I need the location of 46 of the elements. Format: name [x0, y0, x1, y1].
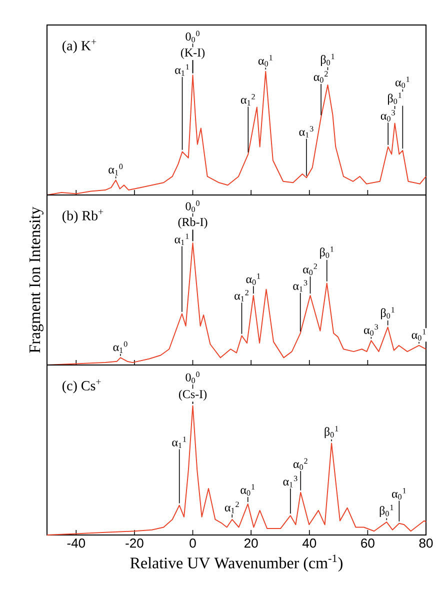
x-tick-label: -40 — [67, 538, 86, 548]
annotation: (K-I) — [180, 48, 205, 60]
x-tick-label: -20 — [126, 538, 144, 548]
annotation: α$_{1}$3 — [299, 126, 314, 138]
x-tick-label: 20 — [244, 538, 258, 548]
x-tick-label: 40 — [302, 538, 316, 548]
annotation: (Rb-I) — [178, 218, 208, 229]
annotation: α$_{0}$2 — [314, 71, 328, 83]
x-tick-label: 80 — [419, 538, 433, 548]
annotation: β$_{0}$1 — [324, 426, 338, 438]
annotation: α$_{1}$3 — [283, 476, 298, 488]
y-axis-title: Fragment Ion Intensity — [29, 206, 44, 353]
chart-title: (b) Rb$^{+}$ — [62, 210, 104, 224]
chart-title: (a) K$^{+}$ — [62, 40, 96, 54]
annotation: α$_{0}$1 — [412, 329, 426, 341]
x-axis-title: Relative UV Wavenumber (cm$^{-1}$) — [130, 554, 342, 572]
annotation: α$_{0}$3 — [380, 110, 395, 122]
annotation: β$_{0}$1 — [388, 92, 402, 105]
annotation: α$_{1}$0 — [113, 341, 128, 353]
annotation: β$_{0}$1 — [320, 54, 334, 66]
annotation: β$_{0}$1 — [380, 504, 394, 517]
annotation: α$_{1}$2 — [224, 502, 239, 514]
annotation: α$_{0}$1 — [395, 76, 410, 88]
annotation: α$_{0}$2 — [303, 264, 317, 276]
annotation: β$_{0}$1 — [381, 307, 394, 320]
annotation: α$_{1}$0 — [108, 164, 123, 176]
annotation: α$_{1}$2 — [234, 290, 248, 302]
annotation: α$_{1}$2 — [240, 94, 255, 106]
annotation: α$_{0}$1 — [240, 484, 255, 496]
annotation: α$_{1}$1 — [172, 436, 186, 448]
annotation: α$_{0}$1 — [246, 273, 260, 285]
annotation: α$_{1}$1 — [174, 234, 189, 246]
annotation: α$_{0}$1 — [258, 54, 272, 66]
annotation: 0$_{0}$0 — [186, 372, 200, 384]
x-tick-label: 0 — [190, 538, 196, 548]
annotation: α$_{1}$3 — [293, 280, 308, 292]
annotation: α$_{0}$1 — [392, 488, 406, 500]
chart-title: (c) Cs$^{+}$ — [62, 380, 101, 394]
x-tick-label: 60 — [361, 538, 374, 548]
annotation: α$_{0}$2 — [293, 458, 308, 470]
annotation: α$_{1}$1 — [175, 64, 189, 76]
annotation: 0$_{0}$0 — [186, 30, 200, 42]
annotation: 0$_{0}$0 — [186, 200, 200, 212]
annotation: β$_{0}$1 — [320, 246, 334, 259]
annotation: (Cs-I) — [178, 390, 207, 401]
annotation: α$_{0}$3 — [364, 324, 378, 336]
